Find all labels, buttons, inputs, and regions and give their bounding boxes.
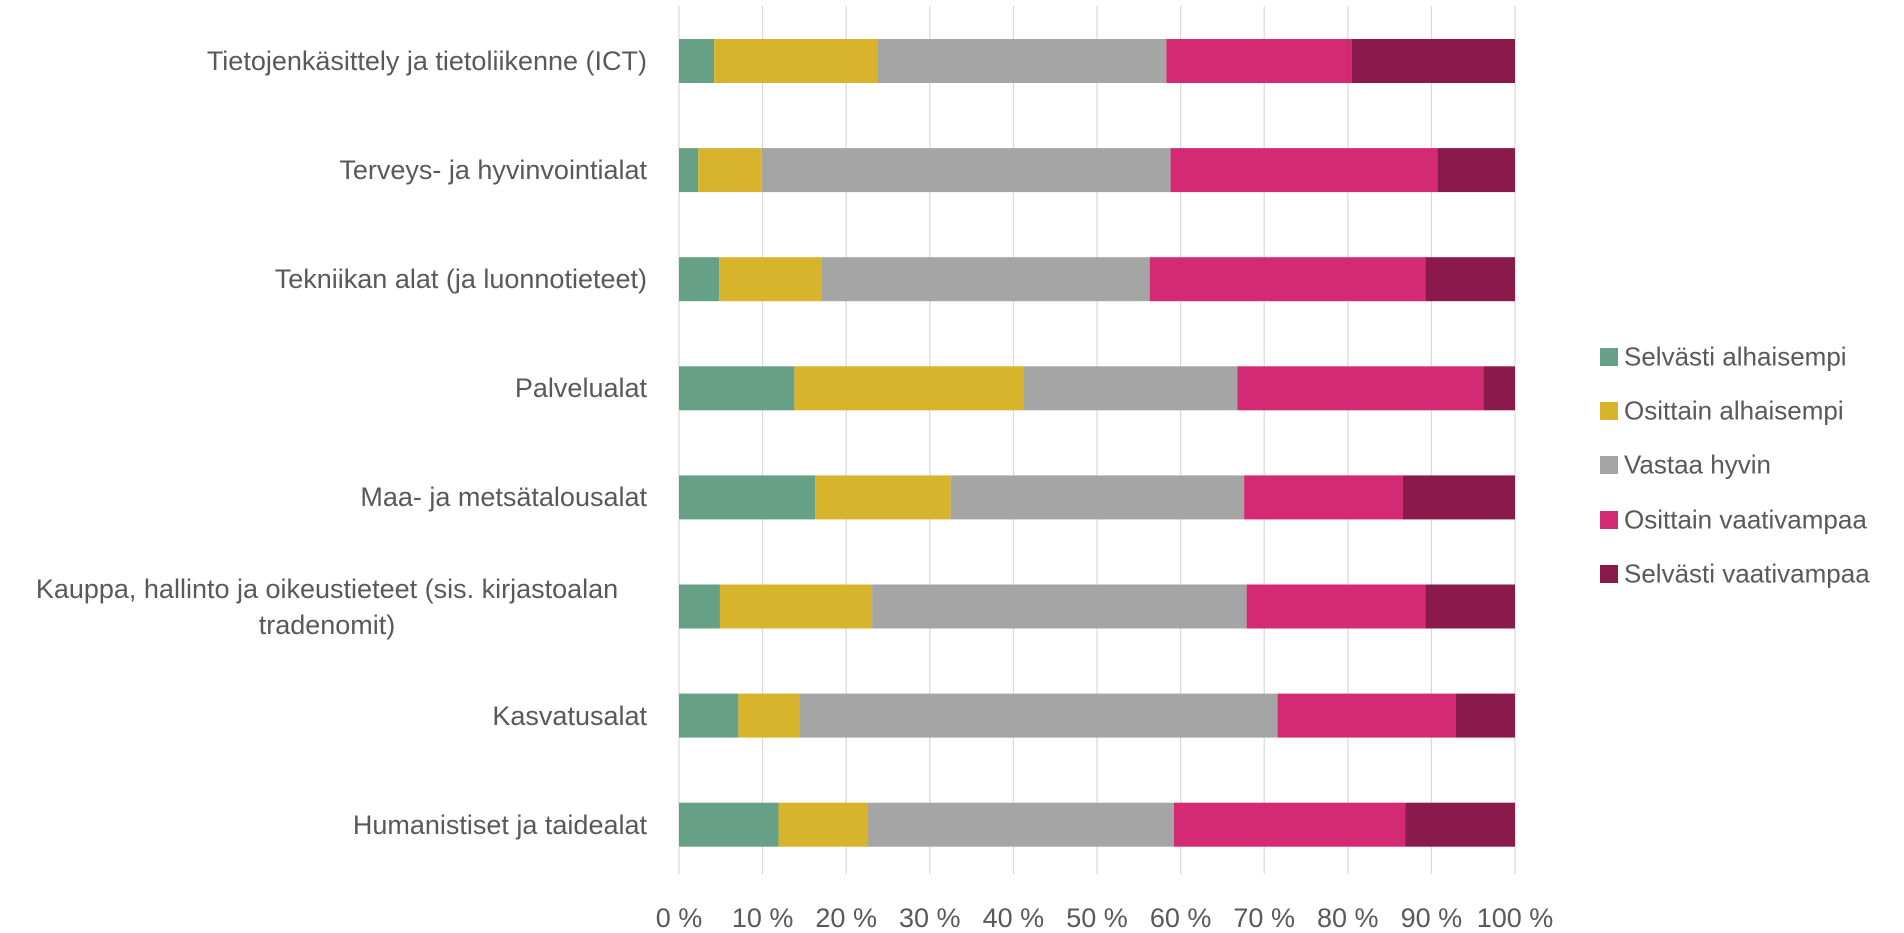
bar-segment [679,584,720,629]
x-tick-label: 30 % [899,903,961,933]
legend-swatch [1600,456,1618,475]
bar-segment [877,39,1167,83]
legend-swatch [1600,564,1618,583]
legend-label: Selvästi alhaisempi [1624,341,1847,372]
bar-segment [1246,584,1426,629]
x-tick-label: 60 % [1149,903,1212,933]
bar-segment [1483,366,1515,411]
x-tick-label: 10 % [731,903,794,933]
bar-segment [1244,475,1403,520]
x-tick-label: 0 % [655,903,703,933]
bar-segment [1166,39,1352,83]
bar-segment [821,257,1150,302]
bar-segment [1351,39,1515,83]
bar-segment [1277,693,1456,738]
bar-segment [714,39,878,83]
legend-label: Selvästi vaativampaa [1624,558,1870,589]
bar-segment [719,257,822,302]
legend-swatch [1600,510,1618,529]
bar-segment [1149,257,1426,302]
bar-segment [1402,475,1515,520]
bar-segment [1425,257,1515,302]
x-tick-label: 40 % [982,903,1045,933]
bar-segment [867,802,1174,847]
bar-segment [679,148,699,193]
bar-segment [1437,148,1515,193]
bar-segment [679,39,715,83]
bar-segment [794,366,1024,411]
x-tick-label: 50 % [1066,903,1128,933]
bar-segment [679,366,795,411]
bar-segment [950,475,1245,520]
bar-segment [872,584,1247,629]
legend-label: Osittain vaativampaa [1624,504,1867,535]
category-label: Kasvatusalat [492,700,647,731]
bar-segment [799,693,1278,738]
bar-segment [738,693,800,738]
bar-segment [1455,693,1515,738]
x-tick-label: 100 % [1476,903,1554,933]
x-tick-label: 90 % [1400,903,1463,933]
bar-segment [679,257,720,302]
category-label: Terveys- ja hyvinvointialat [339,155,647,186]
bar-segment [679,475,816,520]
legend-label: Osittain alhaisempi [1624,395,1844,426]
bar-segment [1173,802,1406,847]
x-tick-label: 80 % [1317,903,1379,933]
bar-segment [698,148,762,193]
bar-segment [719,584,873,629]
bar-segment [1023,366,1238,411]
bar-segment [1425,584,1515,629]
x-tick-label: 20 % [815,903,877,933]
bar-segment [778,802,868,847]
category-label: Palvelualat [514,373,647,404]
x-tick-label: 70 % [1233,903,1295,933]
bar-segment [679,802,779,847]
bar-segment [761,148,1171,193]
legend-swatch [1600,348,1618,366]
bar-segment [1170,148,1438,193]
category-label: Tietojenkäsittely ja tietoliikenne (ICT) [206,46,647,76]
bar-segment [1237,366,1484,411]
legend-label: Vastaa hyvin [1624,449,1771,480]
category-label: Maa- ja metsätalousalat [360,482,647,513]
bar-segment [679,693,739,738]
category-label: Tekniikan alat (ja luonnotieteet) [274,264,647,295]
category-label: Humanistiset ja taidealat [352,809,647,840]
bar-segment [815,475,951,520]
legend-swatch [1600,402,1618,421]
bar-segment [1405,802,1515,847]
category-label: Kauppa, hallinto ja oikeustieteet (sis. … [35,573,619,640]
